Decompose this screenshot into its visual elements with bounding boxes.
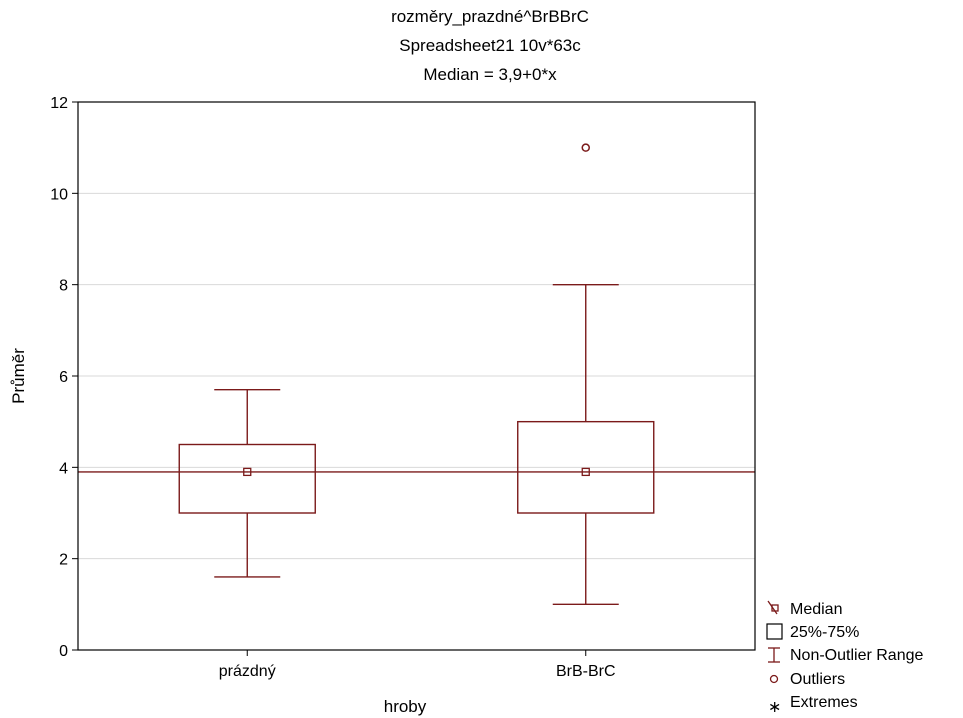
iqr-box-1	[517, 420, 655, 514]
y-axis-ticks: 0 2 4 6 8 10 12	[50, 95, 78, 660]
legend-extreme-icon: ∗	[768, 699, 781, 716]
chart-title-line-1: rozměry_prazdné^BrBBrC	[391, 7, 589, 26]
iqr-box-0	[178, 443, 316, 514]
grid-lines	[78, 192, 755, 560]
legend-item-box: 25%-75%	[766, 623, 859, 641]
median-marker-1	[581, 467, 590, 477]
y-tick-label-0: 0	[59, 643, 68, 660]
y-tick-label-2: 2	[59, 552, 68, 569]
x-axis-ticks: prázdný BrB-BrC	[219, 650, 616, 680]
legend-outlier-icon	[769, 674, 779, 684]
outlier-1-0	[581, 143, 590, 152]
median-marker-0	[243, 467, 252, 477]
y-tick-label-6: 6	[59, 369, 68, 386]
y-tick-label-10: 10	[50, 186, 68, 203]
legend-label-outliers: Outliers	[790, 671, 845, 688]
legend-label-box: 25%-75%	[790, 624, 859, 641]
y-tick-label-8: 8	[59, 278, 68, 295]
legend-label-median: Median	[790, 601, 842, 618]
y-axis-label: Průměr	[9, 348, 28, 404]
legend-item-outliers: Outliers	[769, 671, 845, 688]
legend-label-whisker: Non-Outlier Range	[790, 647, 924, 664]
box-1	[517, 143, 655, 606]
legend-label-extremes: Extremes	[790, 694, 858, 711]
legend-item-whisker: Non-Outlier Range	[768, 647, 924, 664]
legend: Median 25%-75% Non-Outlier Range Outlier…	[766, 600, 924, 716]
x-axis-label: hroby	[384, 697, 427, 716]
box-0	[178, 389, 316, 578]
legend-median-square-icon	[771, 604, 779, 612]
chart-title-line-3: Median = 3,9+0*x	[423, 65, 557, 84]
chart-title-line-2: Spreadsheet21 10v*63c	[399, 36, 581, 55]
legend-item-extremes: ∗ Extremes	[768, 694, 858, 716]
x-tick-label-0: prázdný	[219, 663, 276, 680]
x-tick-label-1: BrB-BrC	[556, 663, 616, 680]
legend-box-icon	[766, 623, 783, 640]
boxes	[178, 143, 655, 606]
legend-item-median: Median	[767, 600, 842, 618]
y-tick-label-4: 4	[59, 460, 68, 477]
y-tick-label-12: 12	[50, 95, 68, 112]
